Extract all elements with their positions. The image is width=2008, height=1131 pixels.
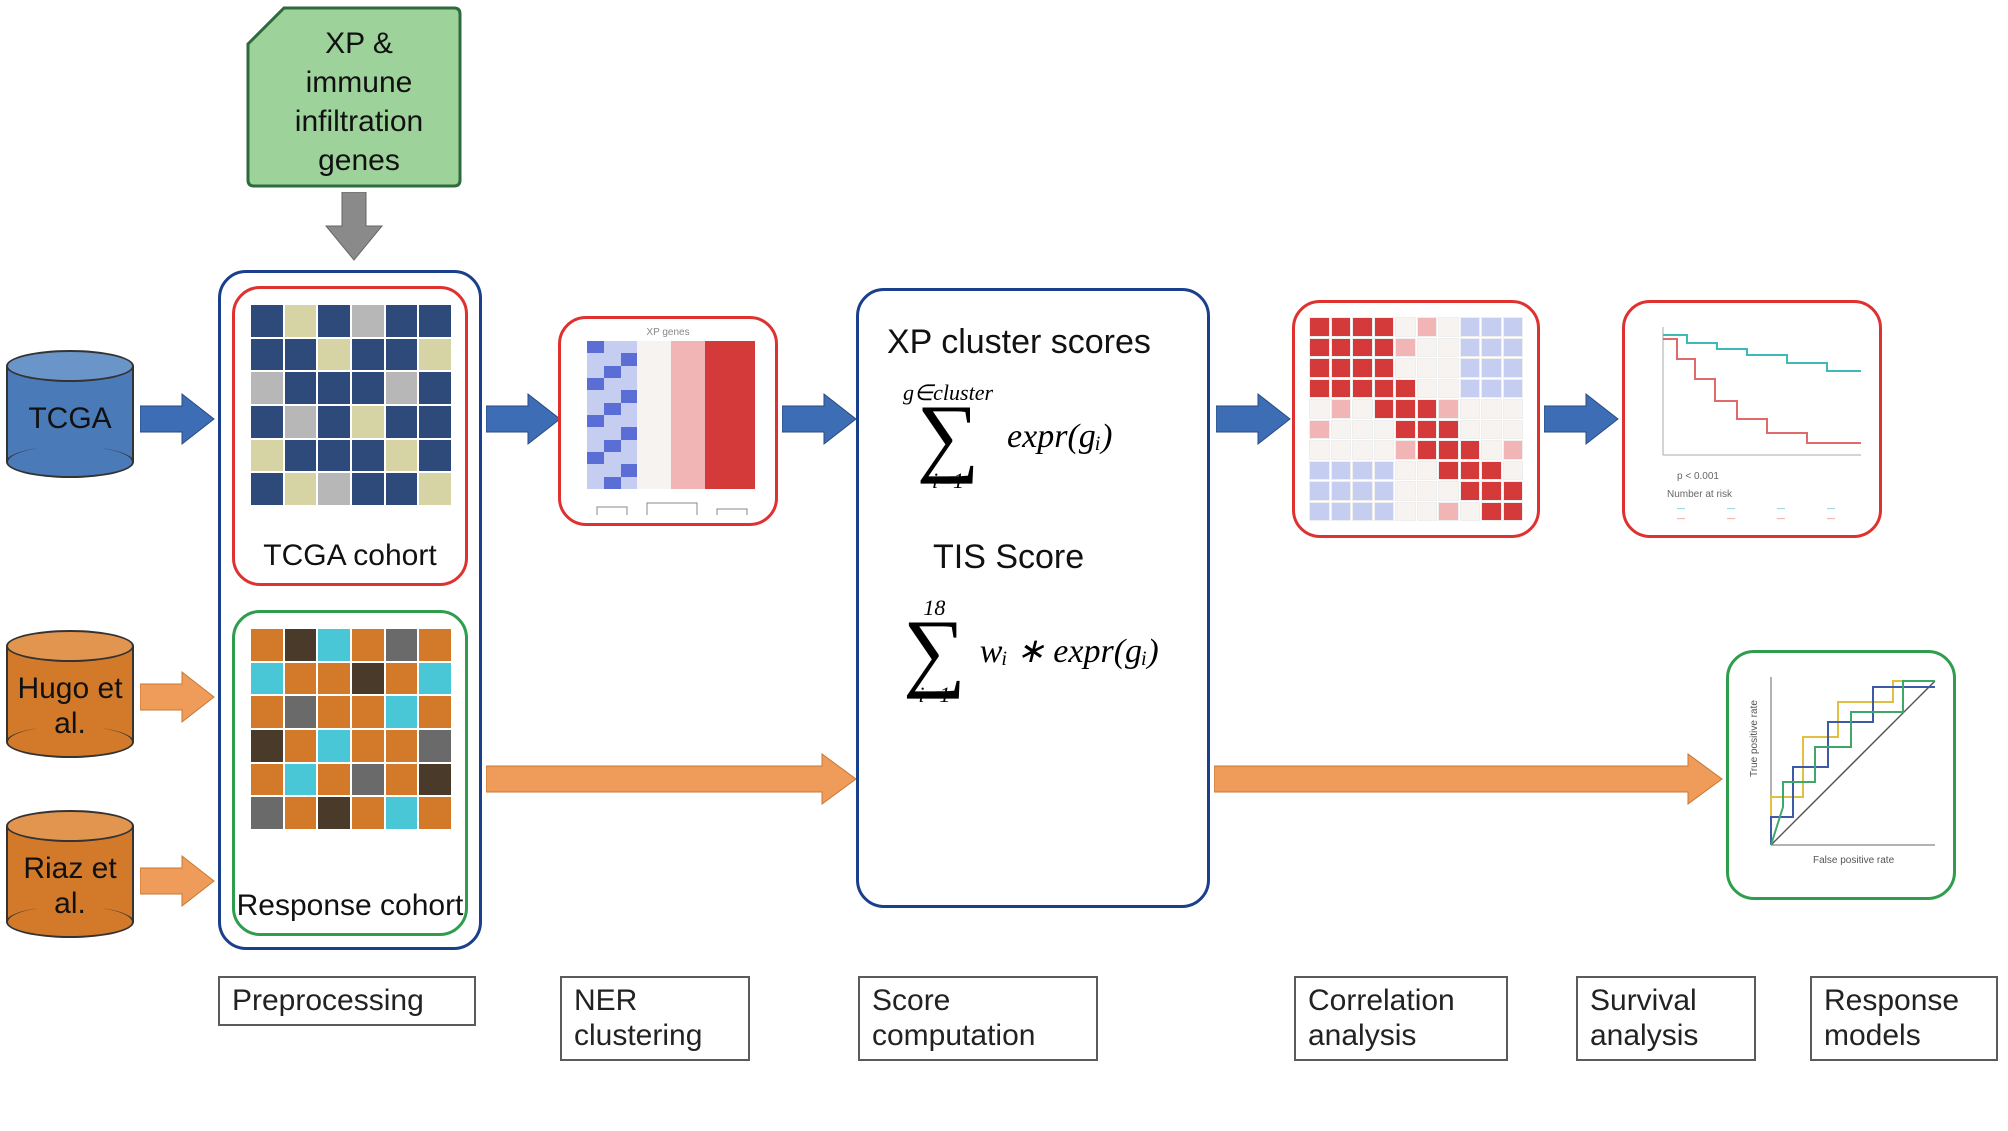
step-ner-clustering: NER clustering [560,976,750,1061]
svg-text:—: — [1677,504,1685,513]
score-title1: XP cluster scores [887,323,1183,362]
svg-text:—: — [1727,514,1735,523]
arrow-score-to-corr [1216,392,1292,451]
hugo-cylinder: Hugo et al. [6,630,134,758]
tcga-cylinder: TCGA [6,350,134,478]
survival-p-label: p < 0.001 [1677,471,1719,482]
svg-text:—: — [1827,504,1835,513]
tcga-cohort-label: TCGA cohort [235,539,465,574]
roc-plot: False positive rate True positive rate [1743,667,1943,885]
km-plot: p < 0.001 Number at risk ———— ———— [1637,315,1869,525]
roc-x-label: False positive rate [1813,855,1895,866]
step-survival-analysis: Survival analysis [1576,976,1756,1061]
riaz-cylinder: Riaz et al. [6,810,134,938]
response-cohort-box: Response cohort [232,610,468,936]
score-title2: TIS Score [933,538,1183,577]
correlation-box [1292,300,1540,538]
xp-genes-box: XP & immune infiltration genes [244,4,464,195]
step-response-models: Response models [1810,976,1998,1061]
svg-text:—: — [1677,514,1685,523]
arrow-resp-to-score [486,752,858,811]
survival-risk-label: Number at risk [1667,489,1733,500]
arrow-xp-down [324,192,384,267]
response-cohort-heatmap [251,629,451,829]
correlation-heatmap [1309,317,1523,521]
xp-genes-label: XP & immune infiltration genes [274,24,444,180]
riaz-label: Riaz et al. [6,852,134,921]
arrow-preproc-to-ner [486,392,562,451]
arrow-score-to-response [1214,752,1724,811]
arrow-ner-to-score [782,392,858,451]
step-preprocessing: Preprocessing [218,976,476,1026]
sum1-body: expr(gᵢ) [1007,418,1112,456]
sigma2-icon: ∑ [903,621,966,683]
sum2-body: wᵢ ∗ expr(gᵢ) [980,631,1159,671]
response-models-box: False positive rate True positive rate [1726,650,1956,900]
survival-box: p < 0.001 Number at risk ———— ———— [1622,300,1882,538]
step-correlation-analysis: Correlation analysis [1294,976,1508,1061]
hugo-label: Hugo et al. [6,672,134,741]
ner-clustering-box: XP genes [558,316,778,526]
response-cohort-label: Response cohort [235,889,465,924]
tcga-cohort-box: TCGA cohort [232,286,468,586]
ner-heatmap [587,341,755,489]
step-score-computation: Score computation [858,976,1098,1061]
roc-y-label: True positive rate [1749,700,1760,777]
arrow-hugo-right [140,670,216,729]
svg-text:—: — [1727,504,1735,513]
ner-title: XP genes [573,327,763,338]
svg-text:—: — [1777,514,1785,523]
tcga-cohort-heatmap [251,305,451,505]
tcga-label: TCGA [6,402,134,436]
arrow-riaz-right [140,854,216,913]
svg-text:—: — [1777,504,1785,513]
score-box: XP cluster scores g∈cluster ∑ i=1 expr(g… [856,288,1210,908]
sigma1-icon: ∑ [903,406,993,468]
svg-text:—: — [1827,514,1835,523]
arrow-corr-to-surv [1544,392,1620,451]
arrow-tcga-right [140,392,216,451]
